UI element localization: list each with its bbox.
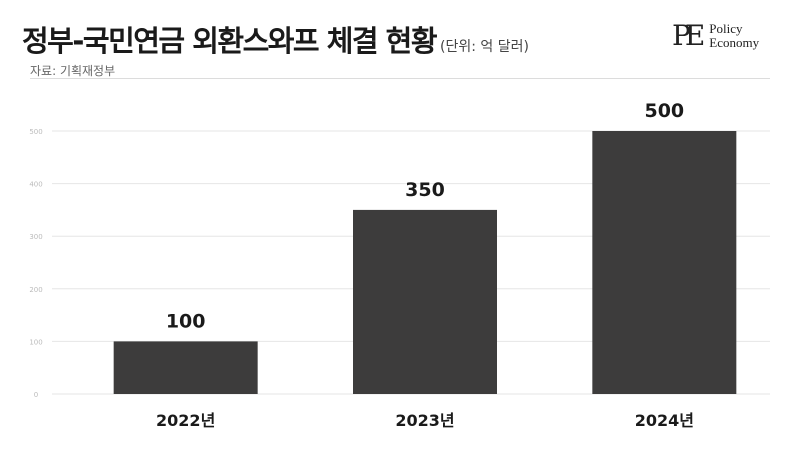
data-label: 350 — [405, 179, 445, 201]
y-tick-label: 200 — [29, 286, 42, 294]
title-row: 정부-국민연금 외환스와프 체결 현황 (단위: 억 달러) — [22, 18, 529, 60]
x-tick-label: 2024년 — [635, 411, 694, 430]
source-label: 자료: 기획재정부 — [30, 64, 116, 78]
y-tick-label: 400 — [29, 181, 42, 189]
header-divider — [30, 78, 770, 79]
y-tick-label: 100 — [29, 338, 42, 346]
bar — [592, 131, 737, 394]
logo-text-line2: Economy — [709, 35, 760, 50]
logo-text: Policy Economy — [709, 22, 759, 50]
chart-title: 정부-국민연금 외환스와프 체결 현황 — [22, 24, 438, 58]
data-label: 500 — [644, 100, 684, 122]
bar — [353, 209, 497, 394]
unit-label: (단위: 억 달러) — [440, 39, 529, 55]
x-tick-label: 2022년 — [156, 411, 215, 430]
y-tick-label: 300 — [29, 233, 42, 241]
y-tick-label: 500 — [29, 128, 42, 136]
policy-economy-logo: PE Policy Economy — [672, 22, 759, 50]
y-tick-label: 0 — [34, 391, 38, 399]
data-label: 100 — [166, 310, 206, 332]
logo-text-line1: Policy — [709, 21, 743, 36]
x-tick-label: 2023년 — [395, 411, 454, 430]
bar — [113, 341, 258, 394]
